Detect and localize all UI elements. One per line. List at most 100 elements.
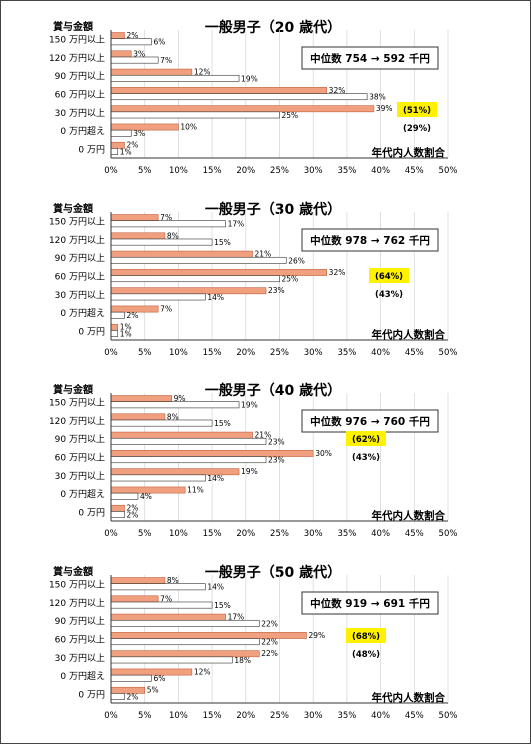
chart-title: 一般男子（30 歳代） xyxy=(205,201,341,218)
bar-series1 xyxy=(110,668,193,676)
bar-series2 xyxy=(110,275,280,283)
bar-value-label: 12% xyxy=(194,68,211,77)
x-tick-label: 20% xyxy=(236,348,255,358)
bar-series2 xyxy=(110,674,152,682)
bar-series2 xyxy=(110,601,213,609)
x-tick-label: 5% xyxy=(138,348,152,358)
bar-series1 xyxy=(110,87,327,94)
bar-series2 xyxy=(110,220,226,228)
bar-value-label: 6% xyxy=(153,674,165,683)
bar-series2 xyxy=(110,330,119,337)
highlight-sub-value: (43%) xyxy=(375,290,403,300)
bar-series1 xyxy=(110,250,253,258)
bar-value-label: 14% xyxy=(207,293,224,302)
bar-value-label: 8% xyxy=(167,576,179,585)
bar-value-label: 22% xyxy=(261,638,278,647)
x-tick-label: 25% xyxy=(270,529,289,539)
footer-label: 年代内人数割合 xyxy=(372,328,446,341)
x-tick-label: 15% xyxy=(203,711,222,721)
bar-value-label: 38% xyxy=(369,93,386,102)
x-tick-label: 15% xyxy=(203,529,222,539)
bar-series2 xyxy=(110,656,233,664)
bar-series2 xyxy=(110,111,280,119)
x-tick-label: 10% xyxy=(169,529,188,539)
bar-value-label: 2% xyxy=(126,141,138,150)
x-tick-label: 45% xyxy=(405,166,424,176)
bar-value-label: 7% xyxy=(160,56,172,65)
bar-series1 xyxy=(110,287,267,295)
x-tick-label: 0% xyxy=(104,166,118,176)
x-tick-label: 5% xyxy=(138,711,152,721)
category-label: 120 万円以上 xyxy=(49,53,105,64)
bar-value-label: 23% xyxy=(268,456,285,465)
bar-series1 xyxy=(110,413,166,421)
bar-value-label: 8% xyxy=(167,412,179,421)
x-tick-label: 25% xyxy=(270,348,289,358)
x-tick-label: 50% xyxy=(439,711,458,721)
bar-value-label: 11% xyxy=(187,485,204,494)
x-tick-label: 50% xyxy=(439,348,458,358)
highlight-sub-value: (29%) xyxy=(403,124,431,134)
x-tick-label: 50% xyxy=(439,529,458,539)
category-header: 賞与金額 xyxy=(53,383,93,396)
bar-value-label: 15% xyxy=(214,419,231,428)
x-tick-label: 40% xyxy=(371,529,390,539)
x-tick-label: 35% xyxy=(337,711,356,721)
x-tick-label: 15% xyxy=(203,166,222,176)
bar-series1 xyxy=(110,68,193,76)
category-label: 0 万円 xyxy=(78,507,105,518)
bar-series1 xyxy=(110,50,132,58)
bar-series1 xyxy=(110,504,125,512)
footer-label: 年代内人数割合 xyxy=(372,146,446,159)
x-tick-label: 10% xyxy=(169,166,188,176)
bar-value-label: 2% xyxy=(126,510,138,519)
bar-value-label: 12% xyxy=(194,667,211,676)
x-tick-label: 35% xyxy=(337,348,356,358)
bar-value-label: 21% xyxy=(255,431,272,440)
chart-panel: 賞与金額 一般男子（50 歳代） 150 万円以上 8% 14% 120 万円以上 7% 15… xyxy=(49,564,458,721)
bar-series1 xyxy=(110,323,119,331)
bar-series2 xyxy=(110,256,287,264)
x-tick-label: 10% xyxy=(169,348,188,358)
category-label: 60 万円以上 xyxy=(55,453,105,464)
bar-value-label: 17% xyxy=(228,613,245,622)
category-label: 0 万円 xyxy=(78,689,105,700)
bar-value-label: 18% xyxy=(234,656,251,665)
category-label: 0 万円超え xyxy=(60,488,105,500)
x-tick-label: 40% xyxy=(371,711,390,721)
bar-series1 xyxy=(110,395,172,402)
bar-series2 xyxy=(110,148,119,155)
median-text: 中位数 919 → 691 千円 xyxy=(310,597,430,610)
highlight-sub-value: (43%) xyxy=(352,453,380,463)
median-text: 中位数 754 → 592 千円 xyxy=(310,52,430,65)
category-label: 0 万円超え xyxy=(60,125,105,137)
bar-value-label: 14% xyxy=(207,474,224,483)
bar-series2 xyxy=(110,238,213,246)
x-tick-label: 10% xyxy=(169,711,188,721)
bar-series1 xyxy=(110,214,159,221)
category-label: 150 万円以上 xyxy=(49,35,105,46)
category-label: 90 万円以上 xyxy=(55,434,105,445)
bar-series1 xyxy=(110,32,125,39)
bar-series2 xyxy=(110,311,125,319)
category-label: 120 万円以上 xyxy=(49,235,105,246)
footer-label: 年代内人数割合 xyxy=(372,691,446,704)
bar-series2 xyxy=(110,401,240,409)
bar-value-label: 29% xyxy=(308,631,325,640)
highlight-badge xyxy=(346,628,386,643)
bar-value-label: 26% xyxy=(288,256,305,265)
bar-value-label: 1% xyxy=(120,329,132,338)
bar-value-label: 32% xyxy=(329,268,346,277)
x-tick-label: 35% xyxy=(337,529,356,539)
category-label: 90 万円以上 xyxy=(55,71,105,82)
category-label: 0 万円 xyxy=(78,144,105,155)
category-label: 30 万円以上 xyxy=(55,290,105,301)
highlight-badge xyxy=(369,268,409,283)
chart-title: 一般男子（50 歳代） xyxy=(205,564,341,581)
footer-label: 年代内人数割合 xyxy=(372,509,446,522)
category-label: 90 万円以上 xyxy=(55,253,105,264)
median-box xyxy=(301,591,439,615)
bar-series2 xyxy=(110,583,206,591)
